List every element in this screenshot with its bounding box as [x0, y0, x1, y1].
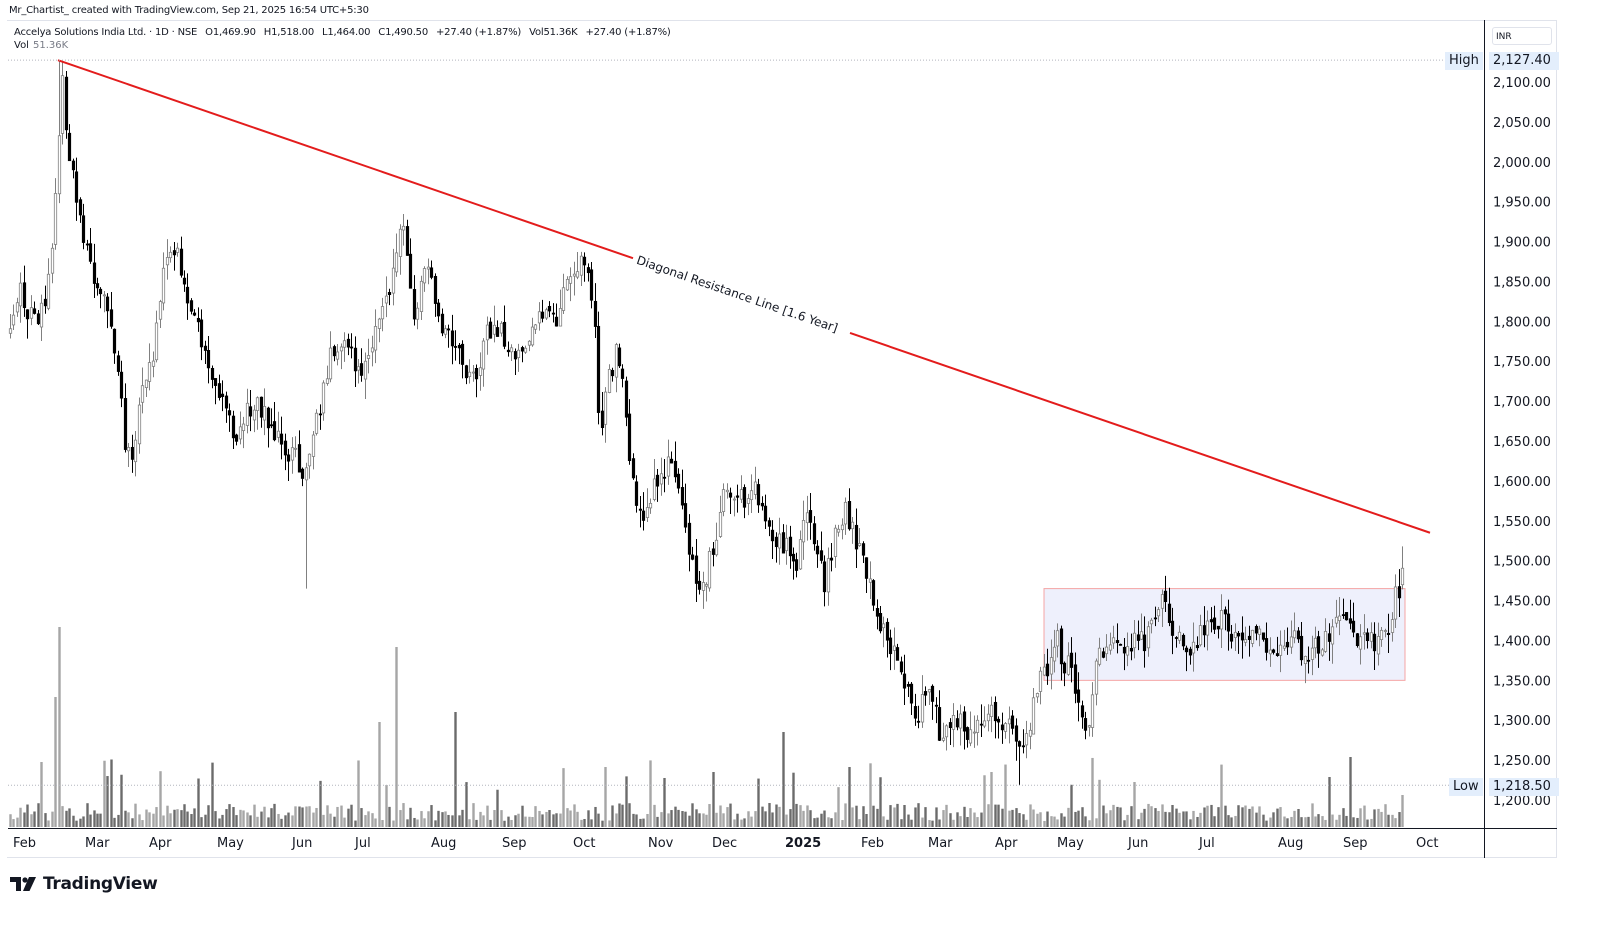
price-tick-label: 2,050.00	[1493, 116, 1551, 131]
volume-value: 51.36K	[32, 40, 69, 51]
price-tick-label: 1,600.00	[1493, 475, 1551, 490]
ohlc-low: L1,464.00	[322, 27, 371, 38]
trendline[interactable]: Diagonal Resistance Line [1.6 Year]	[57, 59, 1431, 534]
chart-frame	[7, 20, 1557, 858]
time-tick-label: May	[217, 836, 244, 851]
price-tick-label: 2,100.00	[1493, 76, 1551, 91]
volume-legend: Vol 51.36K	[14, 40, 68, 51]
time-tick-label: Jun	[1127, 836, 1148, 851]
symbol-legend: Accelya Solutions India Ltd. · 1D · NSE …	[14, 27, 676, 38]
time-tick-label: 2025	[785, 836, 821, 851]
ohlc-change-2: +27.40 (+1.87%)	[585, 27, 671, 38]
price-tick-label: 1,350.00	[1493, 674, 1551, 689]
price-tick-label: 1,950.00	[1493, 196, 1551, 211]
price-tick-label: 2,000.00	[1493, 156, 1551, 171]
ohlc-volume: Vol51.36K	[529, 27, 578, 38]
time-tick-label: Aug	[431, 836, 456, 851]
tradingview-logo-icon	[10, 877, 36, 891]
low-label-tag: Low	[1449, 778, 1483, 796]
low-value-tag: 1,218.50	[1489, 778, 1559, 796]
time-tick-label: Nov	[648, 836, 674, 851]
symbol-name[interactable]: Accelya Solutions India Ltd. · 1D · NSE	[14, 27, 198, 38]
high-label-tag: High	[1445, 52, 1483, 70]
time-tick-label: Oct	[573, 836, 595, 851]
volume-bars	[9, 627, 1404, 827]
price-tick-label: 1,750.00	[1493, 355, 1551, 370]
time-tick-label: Jun	[291, 836, 312, 851]
attribution-text: Mr_Chartist_ created with TradingView.co…	[9, 5, 369, 16]
time-tick-label: Mar	[928, 836, 953, 851]
price-tick-label: 1,800.00	[1493, 315, 1551, 330]
time-tick-label: Sep	[502, 836, 527, 851]
price-tick-label: 1,250.00	[1493, 754, 1551, 769]
time-tick-label: May	[1057, 836, 1084, 851]
tradingview-logo-text: TradingView	[43, 874, 158, 894]
trendline-label: Diagonal Resistance Line [1.6 Year]	[635, 253, 840, 335]
consolidation-box[interactable]	[1043, 588, 1406, 681]
axes: 2,100.00 2,050.00 2,000.00 1,950.00 1,900.00…	[8, 20, 1557, 858]
time-tick-label: Oct	[1416, 836, 1438, 851]
time-tick-label: Apr	[149, 836, 172, 851]
ohlc-open: O1,469.90	[205, 27, 256, 38]
price-tick-label: 1,650.00	[1493, 435, 1551, 450]
time-tick-label: Jul	[1198, 836, 1215, 851]
price-tick-label: 1,500.00	[1493, 555, 1551, 570]
high-value-tag: 2,127.40	[1489, 52, 1559, 70]
time-tick-label: Feb	[13, 836, 36, 851]
price-tick-label: 1,300.00	[1493, 714, 1551, 729]
time-tick-label: Dec	[712, 836, 737, 851]
time-tick-label: Aug	[1278, 836, 1303, 851]
time-tick-label: Apr	[995, 836, 1018, 851]
candlesticks	[8, 60, 1405, 786]
price-tick-label: 1,550.00	[1493, 515, 1551, 530]
price-tick-label: 1,200.00	[1493, 794, 1551, 809]
time-tick-label: Jul	[354, 836, 371, 851]
price-tick-label: 1,450.00	[1493, 595, 1551, 610]
volume-label[interactable]: Vol	[14, 40, 29, 51]
price-tick-label: 1,900.00	[1493, 236, 1551, 251]
price-tick-label: 1,400.00	[1493, 634, 1551, 649]
ohlc-change: +27.40 (+1.87%)	[436, 27, 522, 38]
time-tick-label: Feb	[861, 836, 884, 851]
time-tick-label: Sep	[1343, 836, 1368, 851]
price-tick-label: 1,700.00	[1493, 395, 1551, 410]
ohlc-high: H1,518.00	[263, 27, 315, 38]
currency-button[interactable]: INR	[1492, 27, 1552, 45]
price-tick-label: 1,850.00	[1493, 275, 1551, 290]
tradingview-logo[interactable]: TradingView	[10, 874, 158, 894]
time-tick-label: Mar	[85, 836, 110, 851]
ohlc-close: C1,490.50	[378, 27, 429, 38]
